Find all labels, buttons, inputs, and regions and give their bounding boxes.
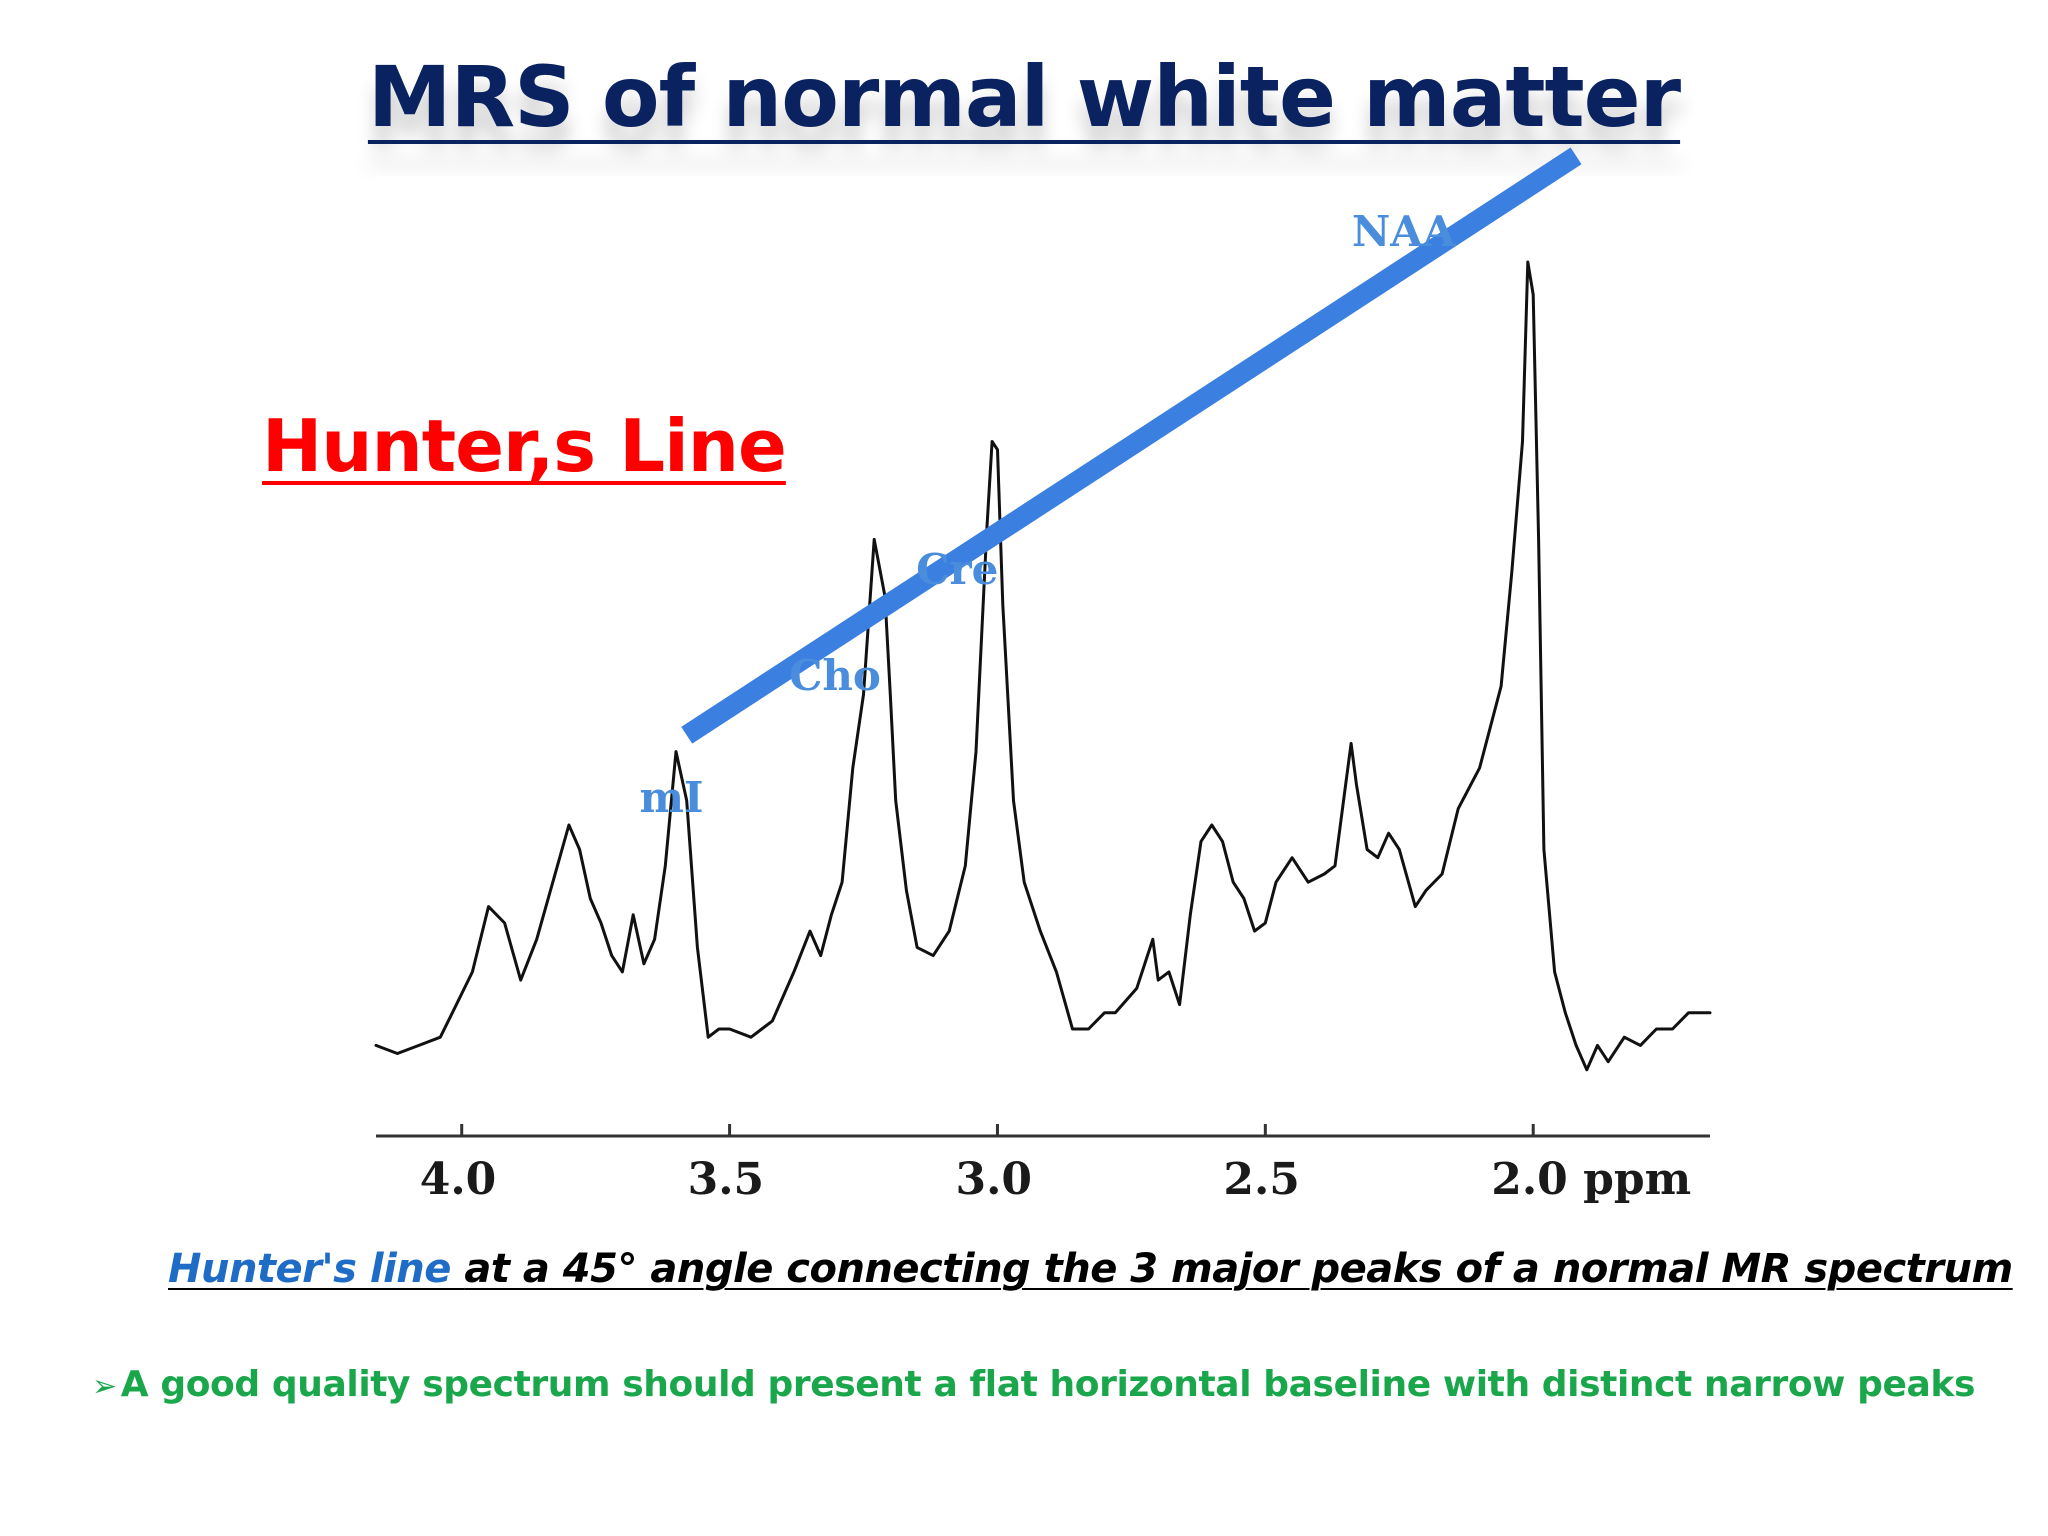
x-tick-label: 3.0 (955, 1154, 1032, 1205)
caption-text: at a 45° angle connecting the 3 major pe… (464, 1246, 2013, 1292)
chart-plot-area (376, 176, 1710, 1228)
caption-hunters-line-link[interactable]: Hunter's line (168, 1246, 465, 1292)
peak-label-cre: Cre (916, 545, 998, 594)
peak-label-mi: mI (639, 773, 703, 822)
x-tick-label: 2.5 (1223, 1154, 1300, 1205)
spectrum-line (374, 260, 1712, 1072)
page-title: MRS of normal white matter (367, 48, 1681, 146)
x-tick-label: 4.0 (420, 1154, 497, 1205)
hunters-line-label: Hunter,s Line (262, 404, 787, 488)
arrow-bullet-icon: ➢ (92, 1369, 117, 1404)
chart-layer: 4.0 3.5 3.0 2.5 2.0 ppm mI Cho Cre NAA (374, 147, 1712, 1205)
x-tick-label: 2.0 ppm (1491, 1154, 1691, 1205)
bullet-text: A good quality spectrum should present a… (120, 1364, 1976, 1405)
x-tick-label: 3.5 (688, 1154, 765, 1205)
figure-caption: Hunter's line at a 45° angle connecting … (168, 1246, 2013, 1292)
hunters-line (681, 147, 1582, 744)
peak-label-cho: Cho (789, 651, 881, 700)
peak-label-naa: NAA (1352, 207, 1457, 256)
bullet-point: ➢ A good quality spectrum should present … (92, 1364, 1975, 1405)
